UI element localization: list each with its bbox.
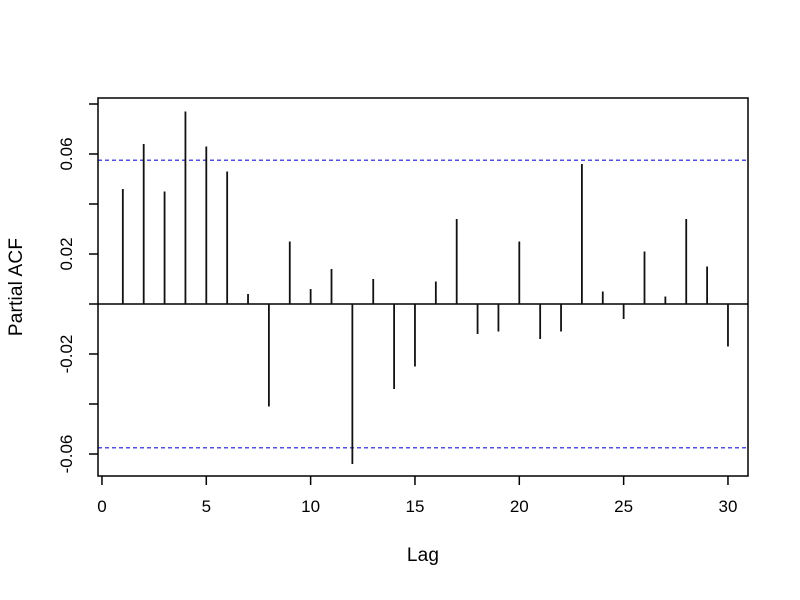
y-tick-label: -0.02	[57, 335, 76, 374]
x-tick-label: 10	[301, 497, 320, 516]
y-tick-label: -0.06	[57, 435, 76, 474]
x-tick-label: 20	[510, 497, 529, 516]
y-tick-label: 0.06	[57, 137, 76, 170]
x-tick-label: 5	[202, 497, 211, 516]
x-tick-label: 25	[614, 497, 633, 516]
plot-border	[97, 97, 749, 477]
x-axis-title: Lag	[406, 545, 440, 566]
x-tick-label: 0	[97, 497, 106, 516]
y-axis-title: Partial ACF	[6, 237, 27, 337]
x-tick-label: 30	[719, 497, 738, 516]
y-tick-label: 0.02	[57, 237, 76, 270]
x-tick-label: 15	[406, 497, 425, 516]
